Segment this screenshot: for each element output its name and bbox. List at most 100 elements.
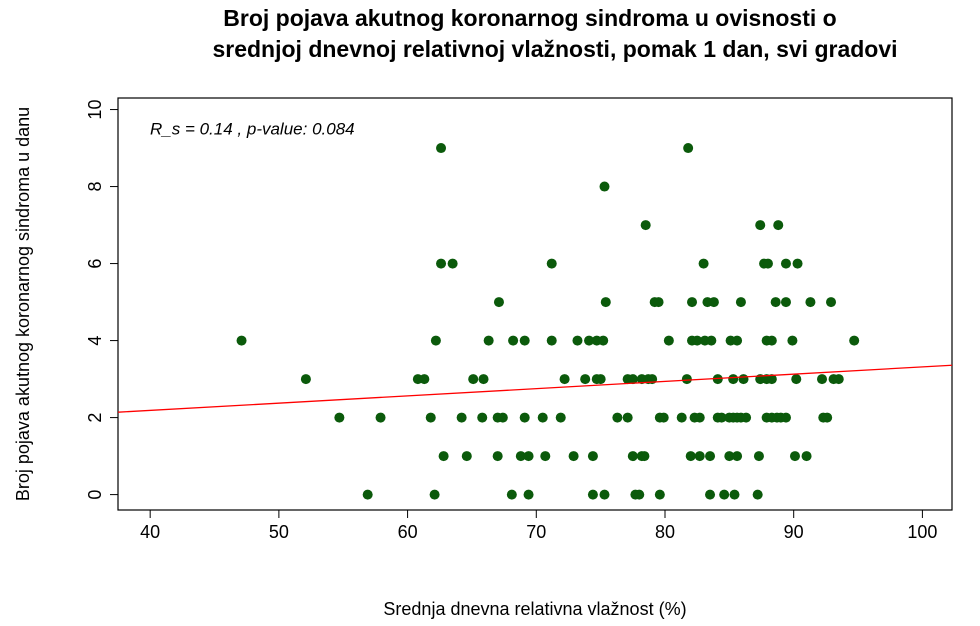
point <box>456 412 467 423</box>
point <box>663 335 674 346</box>
point <box>493 297 504 308</box>
y-tick-label: 10 <box>85 100 105 120</box>
y-tick-label: 2 <box>85 413 105 423</box>
point <box>801 451 812 462</box>
point <box>735 297 746 308</box>
point <box>468 374 479 385</box>
point <box>362 489 373 500</box>
point <box>627 374 638 385</box>
point <box>519 412 530 423</box>
point <box>236 335 247 346</box>
point <box>826 297 837 308</box>
point <box>546 258 557 269</box>
point <box>705 451 716 462</box>
point <box>436 143 447 154</box>
x-axis-label: Srednja dnevna relativna vlažnost (%) <box>383 599 686 619</box>
point <box>461 451 472 462</box>
point <box>559 374 570 385</box>
point <box>612 412 623 423</box>
point <box>599 489 610 500</box>
y-axis-label: Broj pojava akutnog koronarnog sindroma … <box>13 107 33 501</box>
x-tick-label: 60 <box>398 522 418 542</box>
point <box>708 297 719 308</box>
point <box>780 297 791 308</box>
point <box>692 335 703 346</box>
point <box>683 143 694 154</box>
point <box>805 297 816 308</box>
point <box>822 412 833 423</box>
point <box>622 412 633 423</box>
point <box>681 374 692 385</box>
point <box>706 335 717 346</box>
point <box>741 412 752 423</box>
point <box>685 451 696 462</box>
point <box>766 335 777 346</box>
point <box>523 451 534 462</box>
point <box>523 489 534 500</box>
point <box>537 412 548 423</box>
x-tick-label: 80 <box>655 522 675 542</box>
point <box>634 489 645 500</box>
point <box>580 374 591 385</box>
point <box>497 412 508 423</box>
point <box>755 220 766 231</box>
y-tick-label: 4 <box>85 336 105 346</box>
point <box>483 335 494 346</box>
chart-subtitle: srednjoj dnevnoj relativnoj vlažnosti, p… <box>212 36 897 62</box>
plot-frame <box>117 97 953 511</box>
point <box>419 374 430 385</box>
point <box>508 335 519 346</box>
point <box>595 374 606 385</box>
point <box>817 374 828 385</box>
chart-title: Broj pojava akutnog koronarnog sindroma … <box>223 5 836 31</box>
point <box>770 297 781 308</box>
point <box>540 451 551 462</box>
y-tick-label: 0 <box>85 490 105 500</box>
point <box>694 412 705 423</box>
point <box>698 258 709 269</box>
point <box>687 297 698 308</box>
point <box>515 451 526 462</box>
point <box>506 489 517 500</box>
point <box>572 335 583 346</box>
trend-line <box>117 364 953 413</box>
point <box>447 258 458 269</box>
point <box>833 374 844 385</box>
point <box>300 374 311 385</box>
annotation: R_s = 0.14 , p-value: 0.084 <box>150 119 355 138</box>
point <box>732 335 743 346</box>
point <box>436 258 447 269</box>
point <box>762 258 773 269</box>
point <box>477 412 488 423</box>
point <box>766 374 777 385</box>
point <box>719 489 730 500</box>
point <box>694 451 705 462</box>
x-tick-label: 90 <box>784 522 804 542</box>
point <box>780 412 791 423</box>
x-tick-label: 40 <box>140 522 160 542</box>
point <box>753 451 764 462</box>
point <box>627 451 638 462</box>
point <box>728 374 739 385</box>
x-tick-label: 100 <box>907 522 937 542</box>
point <box>587 451 598 462</box>
point <box>478 374 489 385</box>
point <box>598 335 609 346</box>
point <box>791 374 802 385</box>
point <box>438 451 449 462</box>
point <box>599 181 610 192</box>
point <box>789 451 800 462</box>
y-tick-label: 8 <box>85 182 105 192</box>
point <box>773 220 784 231</box>
x-tick-label: 70 <box>526 522 546 542</box>
point <box>546 335 557 346</box>
point <box>587 489 598 500</box>
point <box>724 451 735 462</box>
point <box>780 258 791 269</box>
point <box>584 335 595 346</box>
point <box>375 412 386 423</box>
point <box>658 412 669 423</box>
point <box>705 489 716 500</box>
point <box>729 489 740 500</box>
point <box>430 335 441 346</box>
